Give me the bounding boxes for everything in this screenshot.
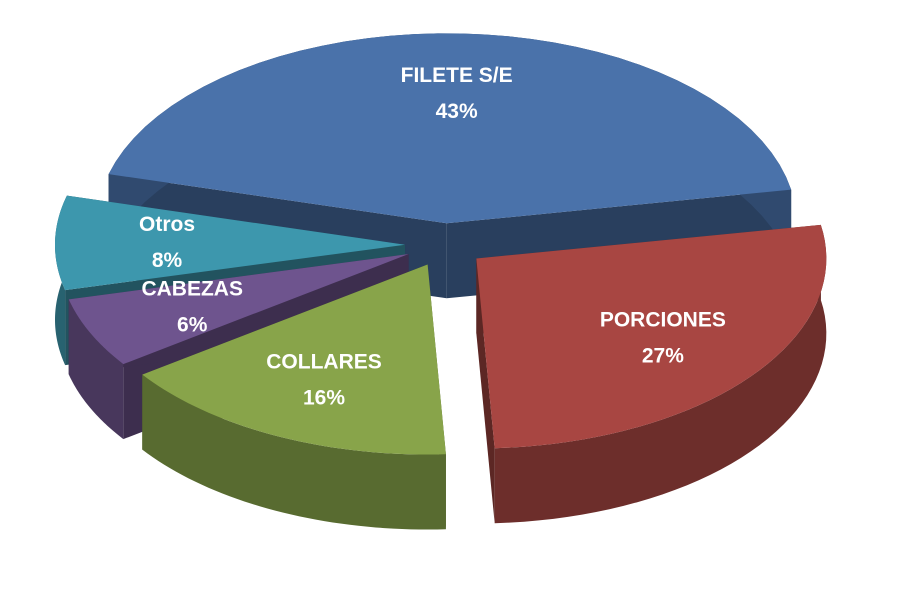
slice: [68, 254, 409, 365]
slice-wall: [494, 224, 827, 524]
value-label: 43%: [436, 100, 478, 123]
slice-label: FILETE S/E: [401, 64, 513, 87]
slice-wall: [142, 374, 446, 530]
slice-label: COLLARES: [266, 350, 382, 373]
value-label: 27%: [642, 344, 684, 367]
value-label: 8%: [152, 249, 183, 272]
slice-label: PORCIONES: [600, 308, 726, 331]
slice-side: [476, 258, 495, 524]
slice-label: CABEZAS: [141, 277, 243, 300]
value-label: 16%: [303, 386, 345, 409]
slice: [55, 195, 406, 291]
slice: [108, 33, 792, 224]
slice-wall: [68, 299, 124, 440]
slice: [142, 264, 446, 455]
slice: [476, 224, 827, 449]
slice-label: Otros: [139, 213, 195, 236]
value-label: 6%: [177, 313, 208, 336]
